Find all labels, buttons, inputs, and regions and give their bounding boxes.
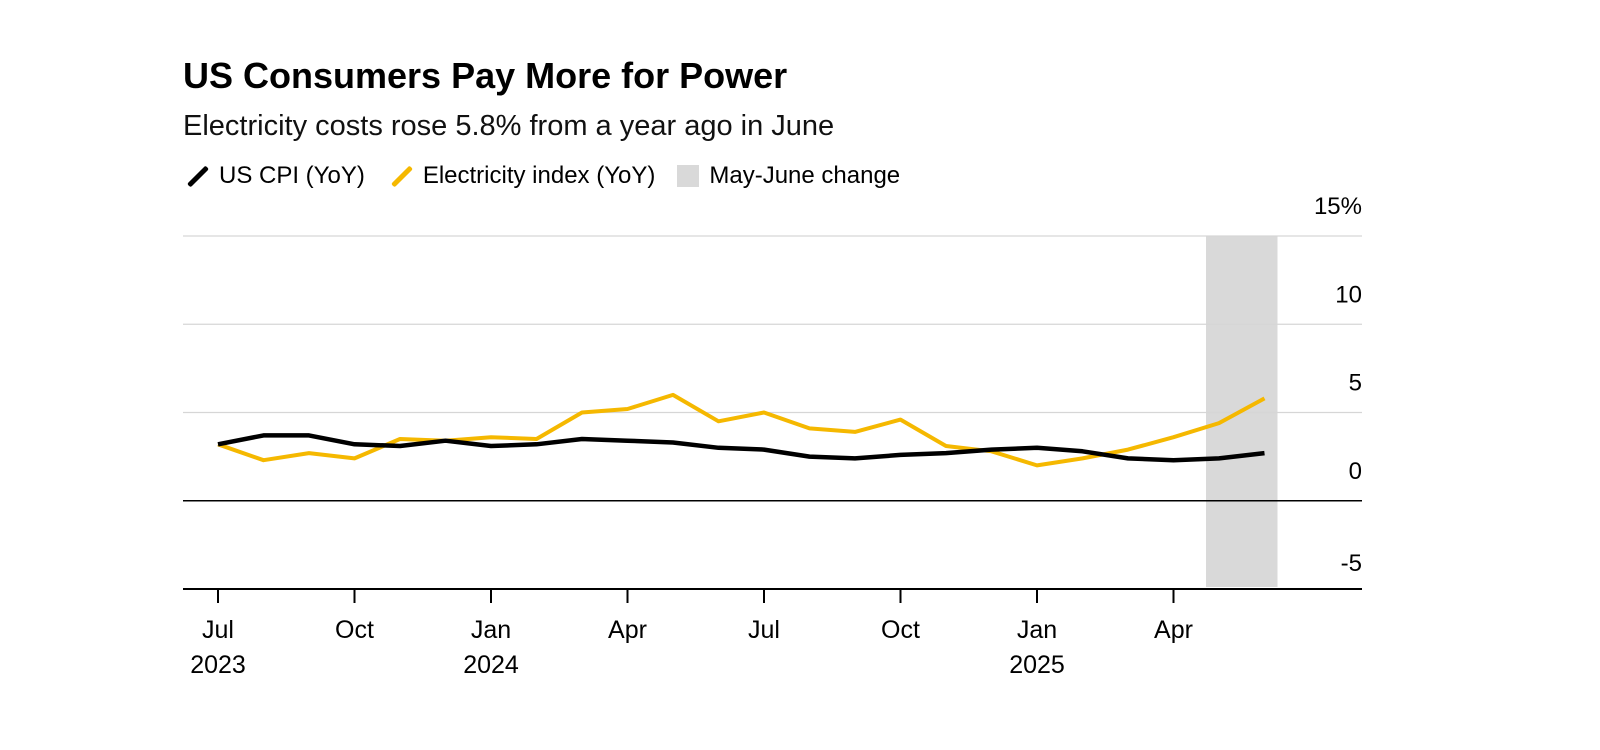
x-tick-label-jan: Jan (1017, 616, 1057, 644)
x-tick-label-jan: Jan (471, 616, 511, 644)
y-tick-label-minus-5: -5 (1341, 550, 1362, 577)
legend-swatch-may-june (677, 165, 700, 187)
chart-legend: US CPI (YoY) Electricity index (YoY) May… (183, 159, 922, 193)
y-tick-label-10: 10 (1335, 281, 1362, 308)
y-tick-label-5: 5 (1349, 370, 1362, 397)
legend-item-electricity: Electricity index (YoY) (387, 162, 656, 190)
x-tick-year-2023: 2023 (190, 651, 246, 679)
x-tick-label-apr: Apr (608, 616, 647, 644)
legend-item-may-june: May-June change (677, 162, 900, 190)
legend-label-us-cpi: US CPI (YoY) (219, 162, 365, 189)
x-tick-label-apr: Apr (1154, 616, 1193, 644)
chart-title: US Consumers Pay More for Power (183, 55, 788, 96)
x-tick-year-2025: 2025 (1009, 651, 1065, 679)
legend-label-electricity: Electricity index (YoY) (422, 162, 656, 189)
x-tick-label-oct: Oct (335, 616, 374, 644)
x-tick-label-oct: Oct (881, 616, 920, 644)
x-tick-label-jul: Jul (202, 616, 234, 644)
legend-label-may-june: May-June change (709, 162, 901, 189)
y-tick-label-0: 0 (1349, 458, 1362, 485)
series-line-us-cpi (217, 433, 1265, 463)
series-line-electricity (217, 392, 1266, 468)
chart-subtitle: Electricity costs rose 5.8% from a year … (183, 110, 835, 142)
x-tick-label-jul: Jul (748, 616, 780, 644)
x-tick-year-2024: 2024 (463, 651, 519, 679)
legend-item-us-cpi: US CPI (YoY) (183, 162, 365, 190)
y-tick-label-15: 15% (1314, 193, 1362, 220)
